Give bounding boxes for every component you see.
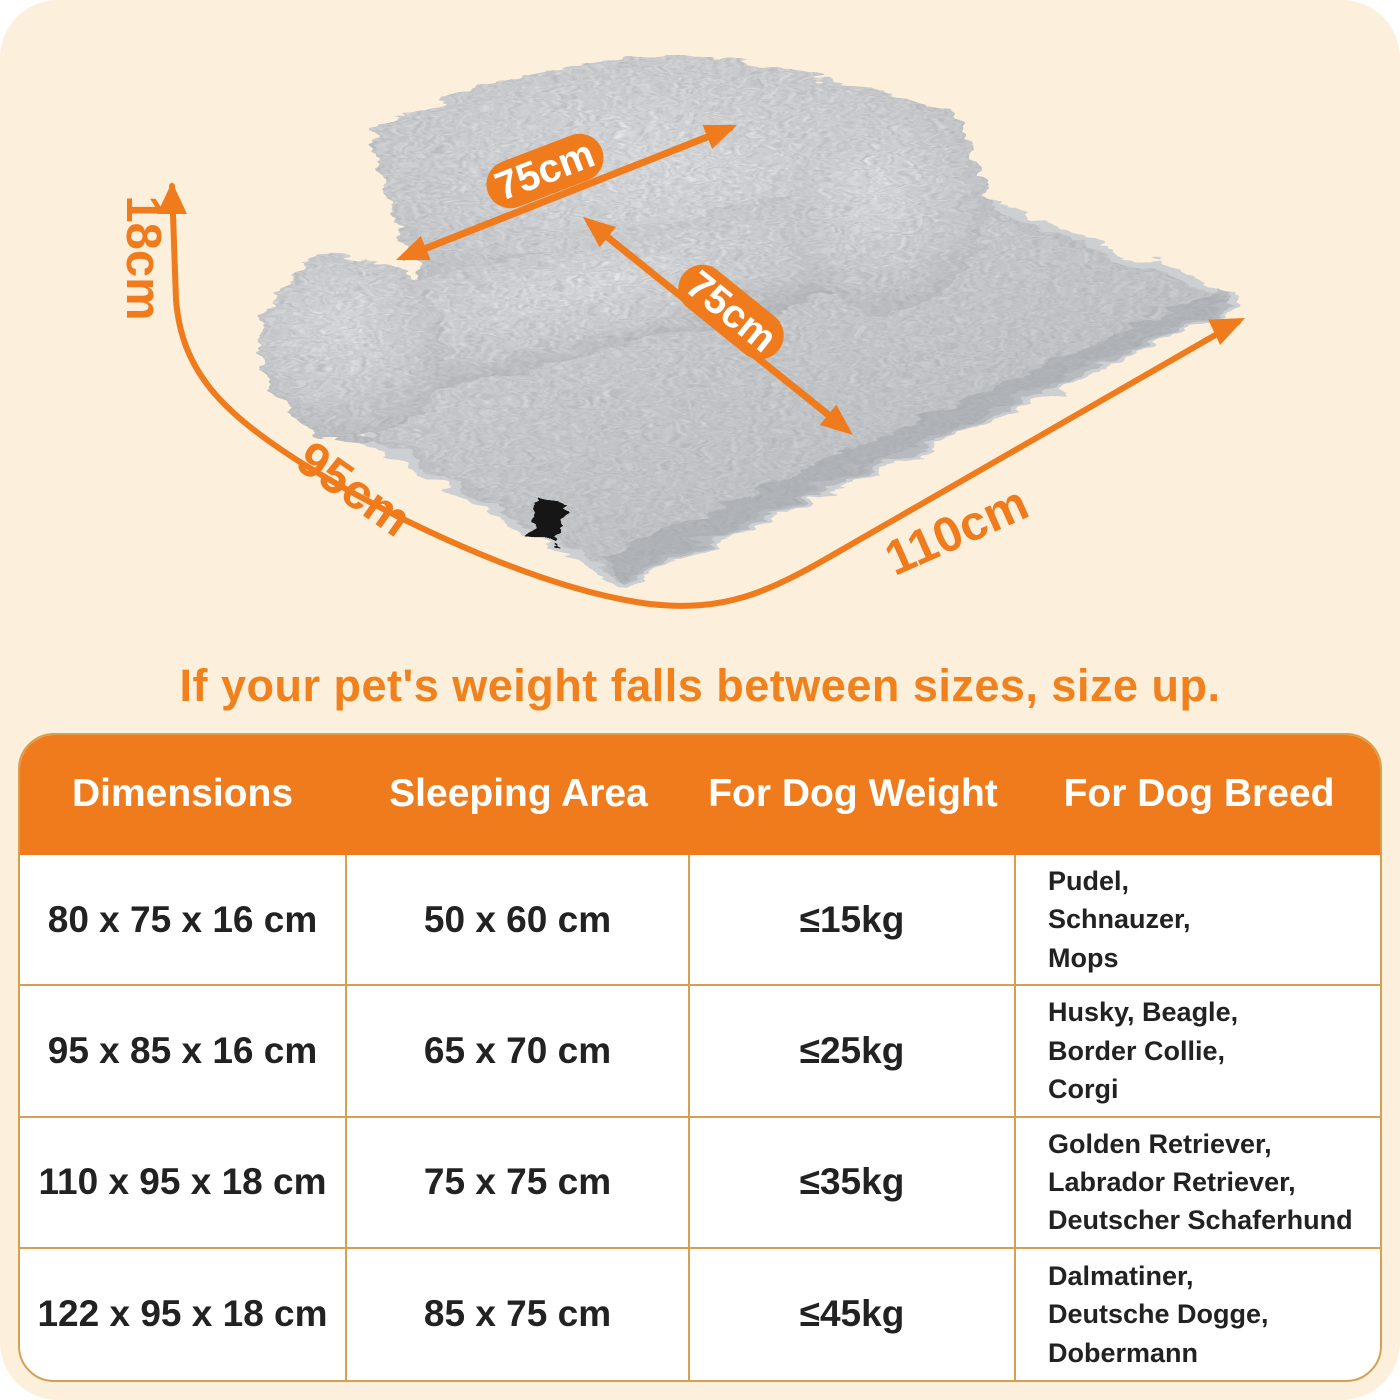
row3-breed-line3: Deutscher Schaferhund [1048, 1205, 1353, 1236]
row1-weight: ≤15kg [690, 855, 1016, 987]
header-dog-breed: For Dog Breed [1063, 772, 1335, 815]
row2-breed-line1: Husky, Beagle, [1048, 997, 1239, 1028]
row2-breeds: Husky, Beagle, Border Collie, Corgi [1016, 986, 1380, 1118]
row4-dimensions: 122 x 95 x 18 cm [20, 1248, 347, 1380]
header-dog-weight: For Dog Weight [708, 772, 998, 815]
row3-dimensions: 110 x 95 x 18 cm [20, 1117, 347, 1249]
header-dimensions: Dimensions [71, 772, 294, 815]
row4-breed-line1: Dalmatiner, [1048, 1260, 1194, 1291]
bottom-width-label: 110cm [877, 476, 1036, 586]
row3-breed-line2: Labrador Retriever, [1048, 1166, 1296, 1197]
header-sleeping-area: Sleeping Area [389, 772, 648, 815]
row2-sleeping-area: 65 x 70 cm [347, 986, 690, 1118]
size-table: Dimensions Sleeping Area For Dog Weight … [18, 733, 1382, 1382]
sleep-depth-arrow-head-bottom-icon [819, 404, 853, 435]
sleep-width-arrow-head-left-icon [396, 235, 431, 261]
bed-tag [525, 497, 569, 545]
row1-breed-line1: Pudel, [1048, 866, 1130, 897]
bed-dimension-diagram: 75cm 75cm 18cm 95cm 110cm [116, 57, 1245, 609]
outer-dimension-line [169, 183, 1241, 609]
row3-sleeping-area: 75 x 75 cm [347, 1117, 690, 1249]
row1-breed-line2: Schnauzer, [1048, 904, 1191, 935]
row3-breed-line1: Golden Retriever, [1048, 1128, 1272, 1159]
row4-breed-line3: Dobermann [1048, 1337, 1199, 1368]
sleep-width-arrow-head-right-icon [702, 124, 737, 150]
row3-breeds: Golden Retriever, Labrador Retriever, De… [1016, 1118, 1380, 1249]
row4-breed-line2: Deutsche Dogge, [1048, 1299, 1269, 1330]
row4-breeds: Dalmatiner, Deutsche Dogge, Dobermann [1016, 1249, 1380, 1380]
row4-weight: ≤45kg [690, 1248, 1016, 1380]
row1-breeds: Pudel, Schnauzer, Mops [1016, 855, 1380, 987]
row1-dimensions: 80 x 75 x 16 cm [20, 855, 347, 987]
sleep-width-arrow [400, 124, 734, 261]
row2-breed-line3: Corgi [1048, 1074, 1119, 1105]
row2-weight: ≤25kg [690, 986, 1016, 1118]
sleep-depth-arrow-head-top-icon [583, 217, 617, 248]
row4-sleeping-area: 85 x 75 cm [347, 1248, 690, 1380]
row3-weight: ≤35kg [690, 1117, 1016, 1249]
row1-sleeping-area: 50 x 60 cm [347, 855, 690, 987]
row2-breed-line2: Border Collie, [1048, 1035, 1226, 1066]
height-label: 18cm [116, 195, 170, 320]
row1-breed-line3: Mops [1048, 942, 1119, 973]
width-arrow-head-icon [1208, 318, 1245, 346]
size-up-note: If your pet's weight falls between sizes… [179, 660, 1221, 711]
row2-dimensions: 95 x 85 x 16 cm [20, 986, 347, 1118]
height-arrow-head-icon [157, 182, 187, 214]
size-table-body: 80 x 75 x 16 cm 50 x 60 cm ≤15kg Pudel, … [20, 855, 1380, 1380]
size-table-header: Dimensions Sleeping Area For Dog Weight … [20, 735, 1380, 855]
